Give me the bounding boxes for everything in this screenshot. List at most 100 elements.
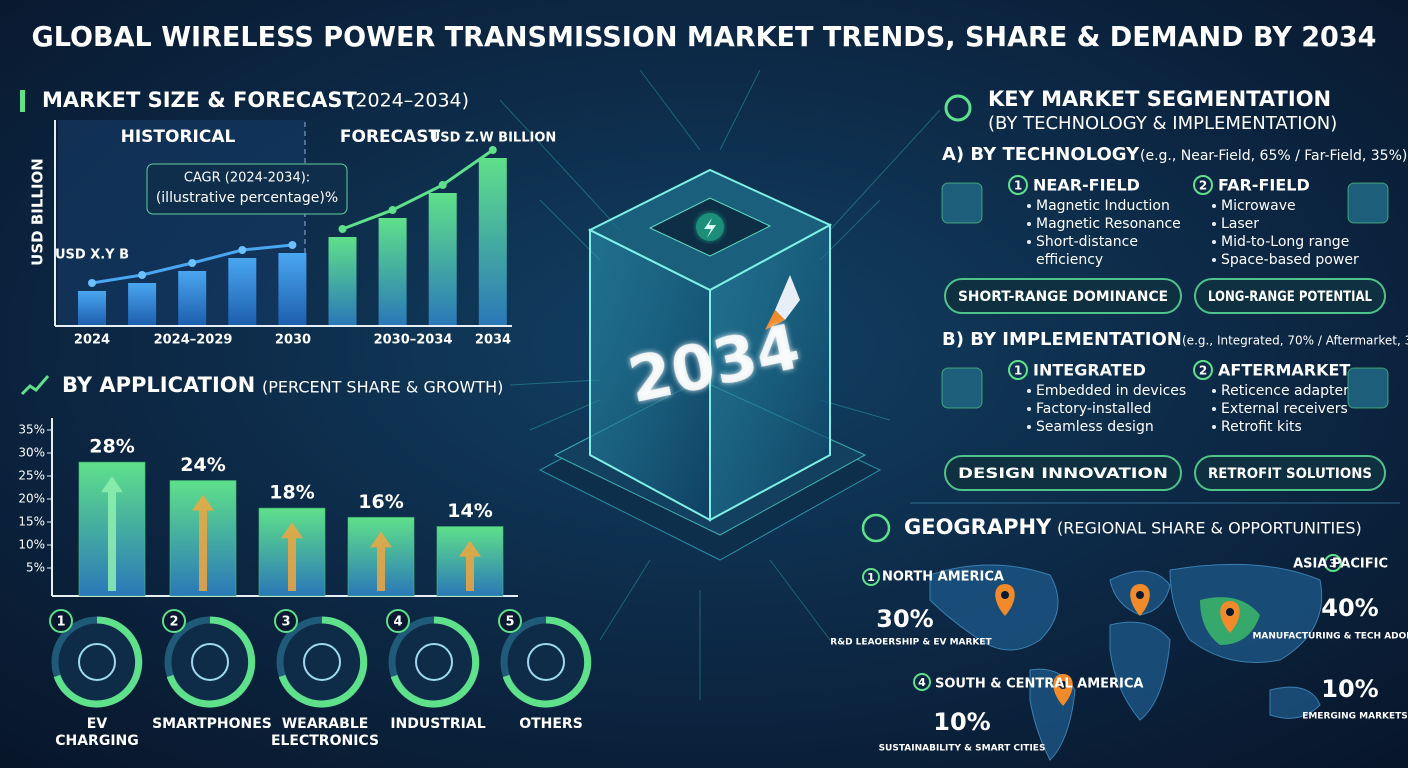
annotation: (illustrative percentage)%	[156, 190, 338, 206]
x-tick-label: EV CHARGING	[55, 716, 139, 749]
group-number: 1	[1014, 179, 1022, 193]
tag-pill	[944, 278, 1182, 314]
category-number: 4	[393, 615, 402, 630]
region-share: 40%	[1321, 594, 1378, 622]
growth-arrow	[192, 494, 214, 591]
chart-title: BY APPLICATION	[62, 373, 255, 397]
category-icon-arc	[166, 616, 256, 708]
category-badge	[49, 609, 73, 633]
group-item: Short-distance	[1036, 234, 1138, 250]
bar	[278, 253, 307, 325]
growth-arrow	[459, 540, 481, 591]
region-note: MANUFACTURING & TECH ADOPTION	[1252, 632, 1408, 642]
bullet	[1212, 258, 1216, 262]
category-icon	[78, 643, 116, 681]
bar	[328, 237, 357, 325]
group-badge	[1008, 175, 1028, 195]
device-icon	[941, 182, 983, 224]
cagr-box	[146, 163, 348, 215]
x-tick-label: 2030	[275, 333, 311, 348]
category-badge	[274, 609, 298, 633]
growth-arrow	[101, 476, 123, 591]
category-badge	[162, 609, 186, 633]
y-tick-label: 20%	[18, 492, 45, 506]
trend-dot	[438, 181, 447, 189]
map-land	[929, 564, 1059, 651]
y-tick-label: 10%	[18, 538, 45, 552]
group-number: 2	[1199, 364, 1207, 378]
region-note: EMERGING MARKETS	[1302, 712, 1408, 722]
trend-dot	[338, 225, 347, 233]
tag-pill	[944, 455, 1182, 491]
section-icon	[944, 94, 972, 122]
annotation: CAGR (2024-2034):	[184, 171, 310, 186]
annotation: USD Z.W BILLION	[430, 131, 557, 146]
map-pin-hole	[1059, 681, 1067, 689]
section-icon	[20, 90, 25, 112]
group-item: efficiency	[1036, 252, 1103, 268]
y-tick-label: 5%	[26, 561, 45, 575]
trend-dot	[488, 146, 497, 154]
annotation: USD X.Y B	[55, 248, 129, 263]
tag-label: SHORT-RANGE DOMINANCE	[958, 289, 1168, 305]
bar	[428, 193, 457, 325]
section-subtitle: (REGIONAL SHARE & OPPORTUNITIES)	[1057, 519, 1362, 538]
region-number: 3	[1329, 557, 1337, 570]
bullet	[1212, 407, 1216, 411]
map-pin	[995, 584, 1015, 616]
y-tick-label: 35%	[18, 423, 45, 437]
bar	[228, 258, 257, 325]
bullet	[1027, 222, 1031, 226]
bullet	[1212, 425, 1216, 429]
map-land	[1109, 621, 1171, 721]
category-number: 3	[281, 615, 290, 630]
bullet	[1212, 222, 1216, 226]
x-tick-label: WEARABLE ELECTRONICS	[271, 716, 379, 749]
hero-cube	[538, 168, 882, 561]
map-pin-hole	[1001, 591, 1009, 599]
category-icon-arc	[278, 616, 368, 708]
device-icon	[1347, 367, 1389, 409]
bullet	[1212, 389, 1216, 393]
value-label: 14%	[447, 500, 492, 522]
chart-subtitle: (2024–2034)	[348, 90, 469, 112]
group-item: Seamless design	[1036, 419, 1154, 435]
category-icon	[415, 643, 453, 681]
group-name: INTEGRATED	[1033, 361, 1146, 380]
section-title: GEOGRAPHY	[904, 515, 1052, 539]
trend-dot	[88, 279, 96, 287]
category-icon-arc	[502, 616, 592, 708]
segment-heading: B) BY IMPLEMENTATION	[942, 329, 1182, 350]
y-tick-label: 15%	[18, 515, 45, 529]
map-pin	[1053, 674, 1073, 706]
group-item: Magnetic Induction	[1036, 198, 1170, 214]
region-number: 1	[867, 571, 875, 584]
region-badge	[913, 673, 931, 691]
category-number: 1	[56, 615, 65, 630]
region-share: 30%	[876, 605, 933, 633]
group-name: FAR-FIELD	[1218, 176, 1310, 195]
x-tick-label: 2024	[74, 333, 110, 348]
category-badge	[498, 609, 522, 633]
group-name: AFTERMARKET	[1218, 361, 1350, 380]
tag-label: DESIGN INNOVATION	[958, 466, 1168, 482]
bar	[478, 158, 507, 325]
bullet	[1027, 389, 1031, 393]
group-item: Reticence adapters	[1221, 383, 1356, 399]
category-badge	[386, 609, 410, 633]
trend-dot	[288, 241, 297, 249]
group-item: Mid-to-Long range	[1221, 234, 1349, 250]
trend-dot	[188, 259, 197, 267]
category-icon	[527, 643, 565, 681]
trend-dot	[388, 206, 397, 214]
bar	[128, 283, 157, 325]
bullet	[1212, 204, 1216, 208]
trend-dot	[138, 271, 147, 279]
region-share: 10%	[933, 708, 990, 736]
region-note: SUSTAINABILITY & SMART CITIES	[879, 744, 1046, 754]
page-title: GLOBAL WIRELESS POWER TRANSMISSION MARKE…	[32, 20, 1377, 53]
region-badge	[1324, 554, 1342, 572]
group-item: Microwave	[1221, 198, 1296, 214]
device-icon	[941, 367, 983, 409]
bullet	[1027, 204, 1031, 208]
